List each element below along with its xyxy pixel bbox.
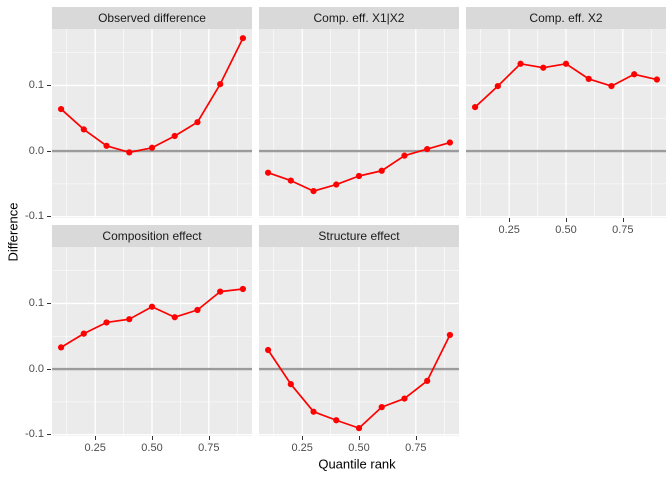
x-tick-mark xyxy=(359,436,360,440)
x-tick-mark xyxy=(622,218,624,222)
data-point xyxy=(57,344,65,351)
y-tick-label: -0.1 xyxy=(25,210,44,223)
facet-strip: Comp. eff. X2 xyxy=(466,7,666,29)
x-tick-label: 0.75 xyxy=(405,442,427,454)
data-point xyxy=(103,142,110,149)
x-tick-mark xyxy=(95,436,97,440)
data-point xyxy=(608,82,615,90)
facet-strip: Comp. eff. X1|X2 xyxy=(259,7,459,29)
data-point xyxy=(239,285,247,293)
data-point xyxy=(540,64,547,71)
data-point xyxy=(103,319,110,326)
x-tick-label: 0.75 xyxy=(198,442,220,454)
facet-panel xyxy=(259,247,459,436)
y-tick-label: 0.0 xyxy=(28,144,44,157)
data-point xyxy=(287,381,294,388)
y-tick-mark xyxy=(47,216,51,218)
y-tick-label: 0.1 xyxy=(28,296,44,309)
data-point xyxy=(239,35,247,42)
x-tick-mark xyxy=(152,436,153,440)
x-tick-label: 0.50 xyxy=(348,442,370,454)
data-point xyxy=(171,314,178,321)
x-tick-label: 0.25 xyxy=(498,224,520,236)
x-tick-label: 0.50 xyxy=(141,442,163,454)
x-axis-title: Quantile rank xyxy=(318,456,396,472)
y-tick-mark xyxy=(47,434,51,436)
data-point xyxy=(517,60,524,67)
data-point xyxy=(631,71,638,78)
data-point xyxy=(287,177,294,184)
data-point xyxy=(194,119,201,126)
facet-title: Comp. eff. X1|X2 xyxy=(313,11,405,25)
data-point xyxy=(494,82,501,90)
data-point xyxy=(217,81,224,88)
data-point xyxy=(80,330,87,337)
y-tick-mark xyxy=(47,302,51,304)
data-point xyxy=(310,187,317,195)
data-point xyxy=(310,408,317,415)
x-tick-label: 0.75 xyxy=(612,224,634,236)
facet-strip: Structure effect xyxy=(259,225,459,247)
x-tick-mark xyxy=(566,218,567,222)
facet-4: Composition effect xyxy=(52,225,252,436)
facet-3: Comp. eff. X2 xyxy=(466,7,666,218)
data-point xyxy=(217,288,224,295)
x-tick-mark xyxy=(509,218,511,222)
data-point xyxy=(378,404,385,411)
data-point xyxy=(401,395,408,402)
x-tick-label: 0.50 xyxy=(555,224,577,236)
x-tick-label: 0.25 xyxy=(291,442,313,454)
data-point xyxy=(585,75,592,82)
y-tick-mark xyxy=(47,368,51,370)
data-point xyxy=(355,172,363,180)
data-point xyxy=(126,316,133,323)
data-point xyxy=(446,139,454,146)
data-point xyxy=(446,331,454,339)
facet-title: Structure effect xyxy=(318,229,400,243)
data-point xyxy=(264,346,272,354)
data-point xyxy=(57,105,65,113)
data-point xyxy=(355,425,363,432)
data-point xyxy=(80,126,87,133)
data-point xyxy=(126,149,133,156)
data-point xyxy=(148,144,156,151)
data-point xyxy=(333,417,340,424)
facet-panel xyxy=(259,29,459,218)
data-point xyxy=(471,103,479,111)
y-tick-label: -0.1 xyxy=(25,428,44,441)
y-tick-mark xyxy=(47,84,51,86)
data-point xyxy=(424,377,431,384)
data-point xyxy=(333,181,340,188)
facet-panel xyxy=(52,247,252,436)
facet-strip: Composition effect xyxy=(52,225,252,247)
data-point xyxy=(194,306,201,314)
facet-2: Comp. eff. X1|X2 xyxy=(259,7,459,218)
facet-panel xyxy=(466,29,666,218)
data-point xyxy=(264,169,272,176)
y-tick-label: 0.0 xyxy=(28,362,44,375)
data-point xyxy=(401,152,408,159)
facet-panel xyxy=(52,29,252,218)
facet-title: Comp. eff. X2 xyxy=(529,11,603,25)
x-tick-mark xyxy=(208,436,210,440)
data-point xyxy=(148,303,156,310)
data-point xyxy=(562,60,570,67)
data-point xyxy=(424,145,431,153)
y-tick-mark xyxy=(47,150,51,152)
data-point xyxy=(378,167,385,174)
facet-strip: Observed difference xyxy=(52,7,252,29)
data-point xyxy=(653,76,661,83)
x-tick-mark xyxy=(415,436,417,440)
facet-title: Observed difference xyxy=(98,11,206,25)
facet-5: Structure effect xyxy=(259,225,459,436)
x-tick-mark xyxy=(302,436,304,440)
data-point xyxy=(171,132,178,140)
y-tick-label: 0.1 xyxy=(28,78,44,91)
facet-title: Composition effect xyxy=(102,229,202,243)
x-tick-label: 0.25 xyxy=(84,442,106,454)
facet-1: Observed difference xyxy=(52,7,252,218)
